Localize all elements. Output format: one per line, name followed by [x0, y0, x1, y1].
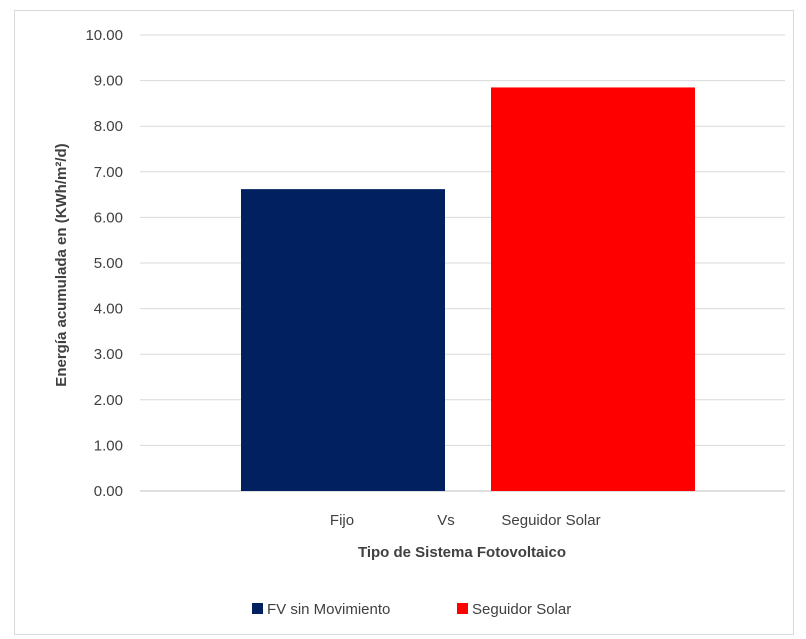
category-label: Fijo — [330, 512, 354, 529]
bar-seguidor-solar — [491, 87, 695, 491]
y-tick-label: 1.00 — [94, 437, 123, 454]
legend-label: FV sin Movimiento — [267, 601, 390, 618]
y-tick-label: 9.00 — [94, 73, 123, 90]
x-axis-title: Tipo de Sistema Fotovoltaico — [358, 544, 566, 561]
y-tick-label: 10.00 — [85, 27, 123, 44]
category-label: Seguidor Solar — [501, 512, 600, 529]
y-tick-label: 0.00 — [94, 483, 123, 500]
y-tick-label: 7.00 — [94, 164, 123, 181]
y-tick-label: 5.00 — [94, 255, 123, 272]
bars — [241, 87, 695, 492]
legend-label: Seguidor Solar — [472, 601, 571, 618]
y-tick-label: 6.00 — [94, 209, 123, 226]
category-labels: Fijo Seguidor Solar — [330, 512, 601, 529]
separator-label: Vs — [437, 512, 455, 529]
legend-swatch — [457, 603, 468, 614]
y-tick-label: 2.00 — [94, 392, 123, 409]
y-tick-labels: 0.00 1.00 2.00 3.00 4.00 5.00 6.00 7.00 8.00 9.00… — [85, 27, 123, 500]
bar-fv-sin-movimiento — [241, 189, 445, 492]
y-axis-title: Energía acumulada en (KWh/m²/d) — [53, 143, 70, 386]
y-tick-label: 8.00 — [94, 118, 123, 135]
y-tick-label: 4.00 — [94, 301, 123, 318]
y-tick-label: 3.00 — [94, 346, 123, 363]
legend-swatch — [252, 603, 263, 614]
legend: FV sin Movimiento Seguidor Solar — [252, 601, 571, 618]
